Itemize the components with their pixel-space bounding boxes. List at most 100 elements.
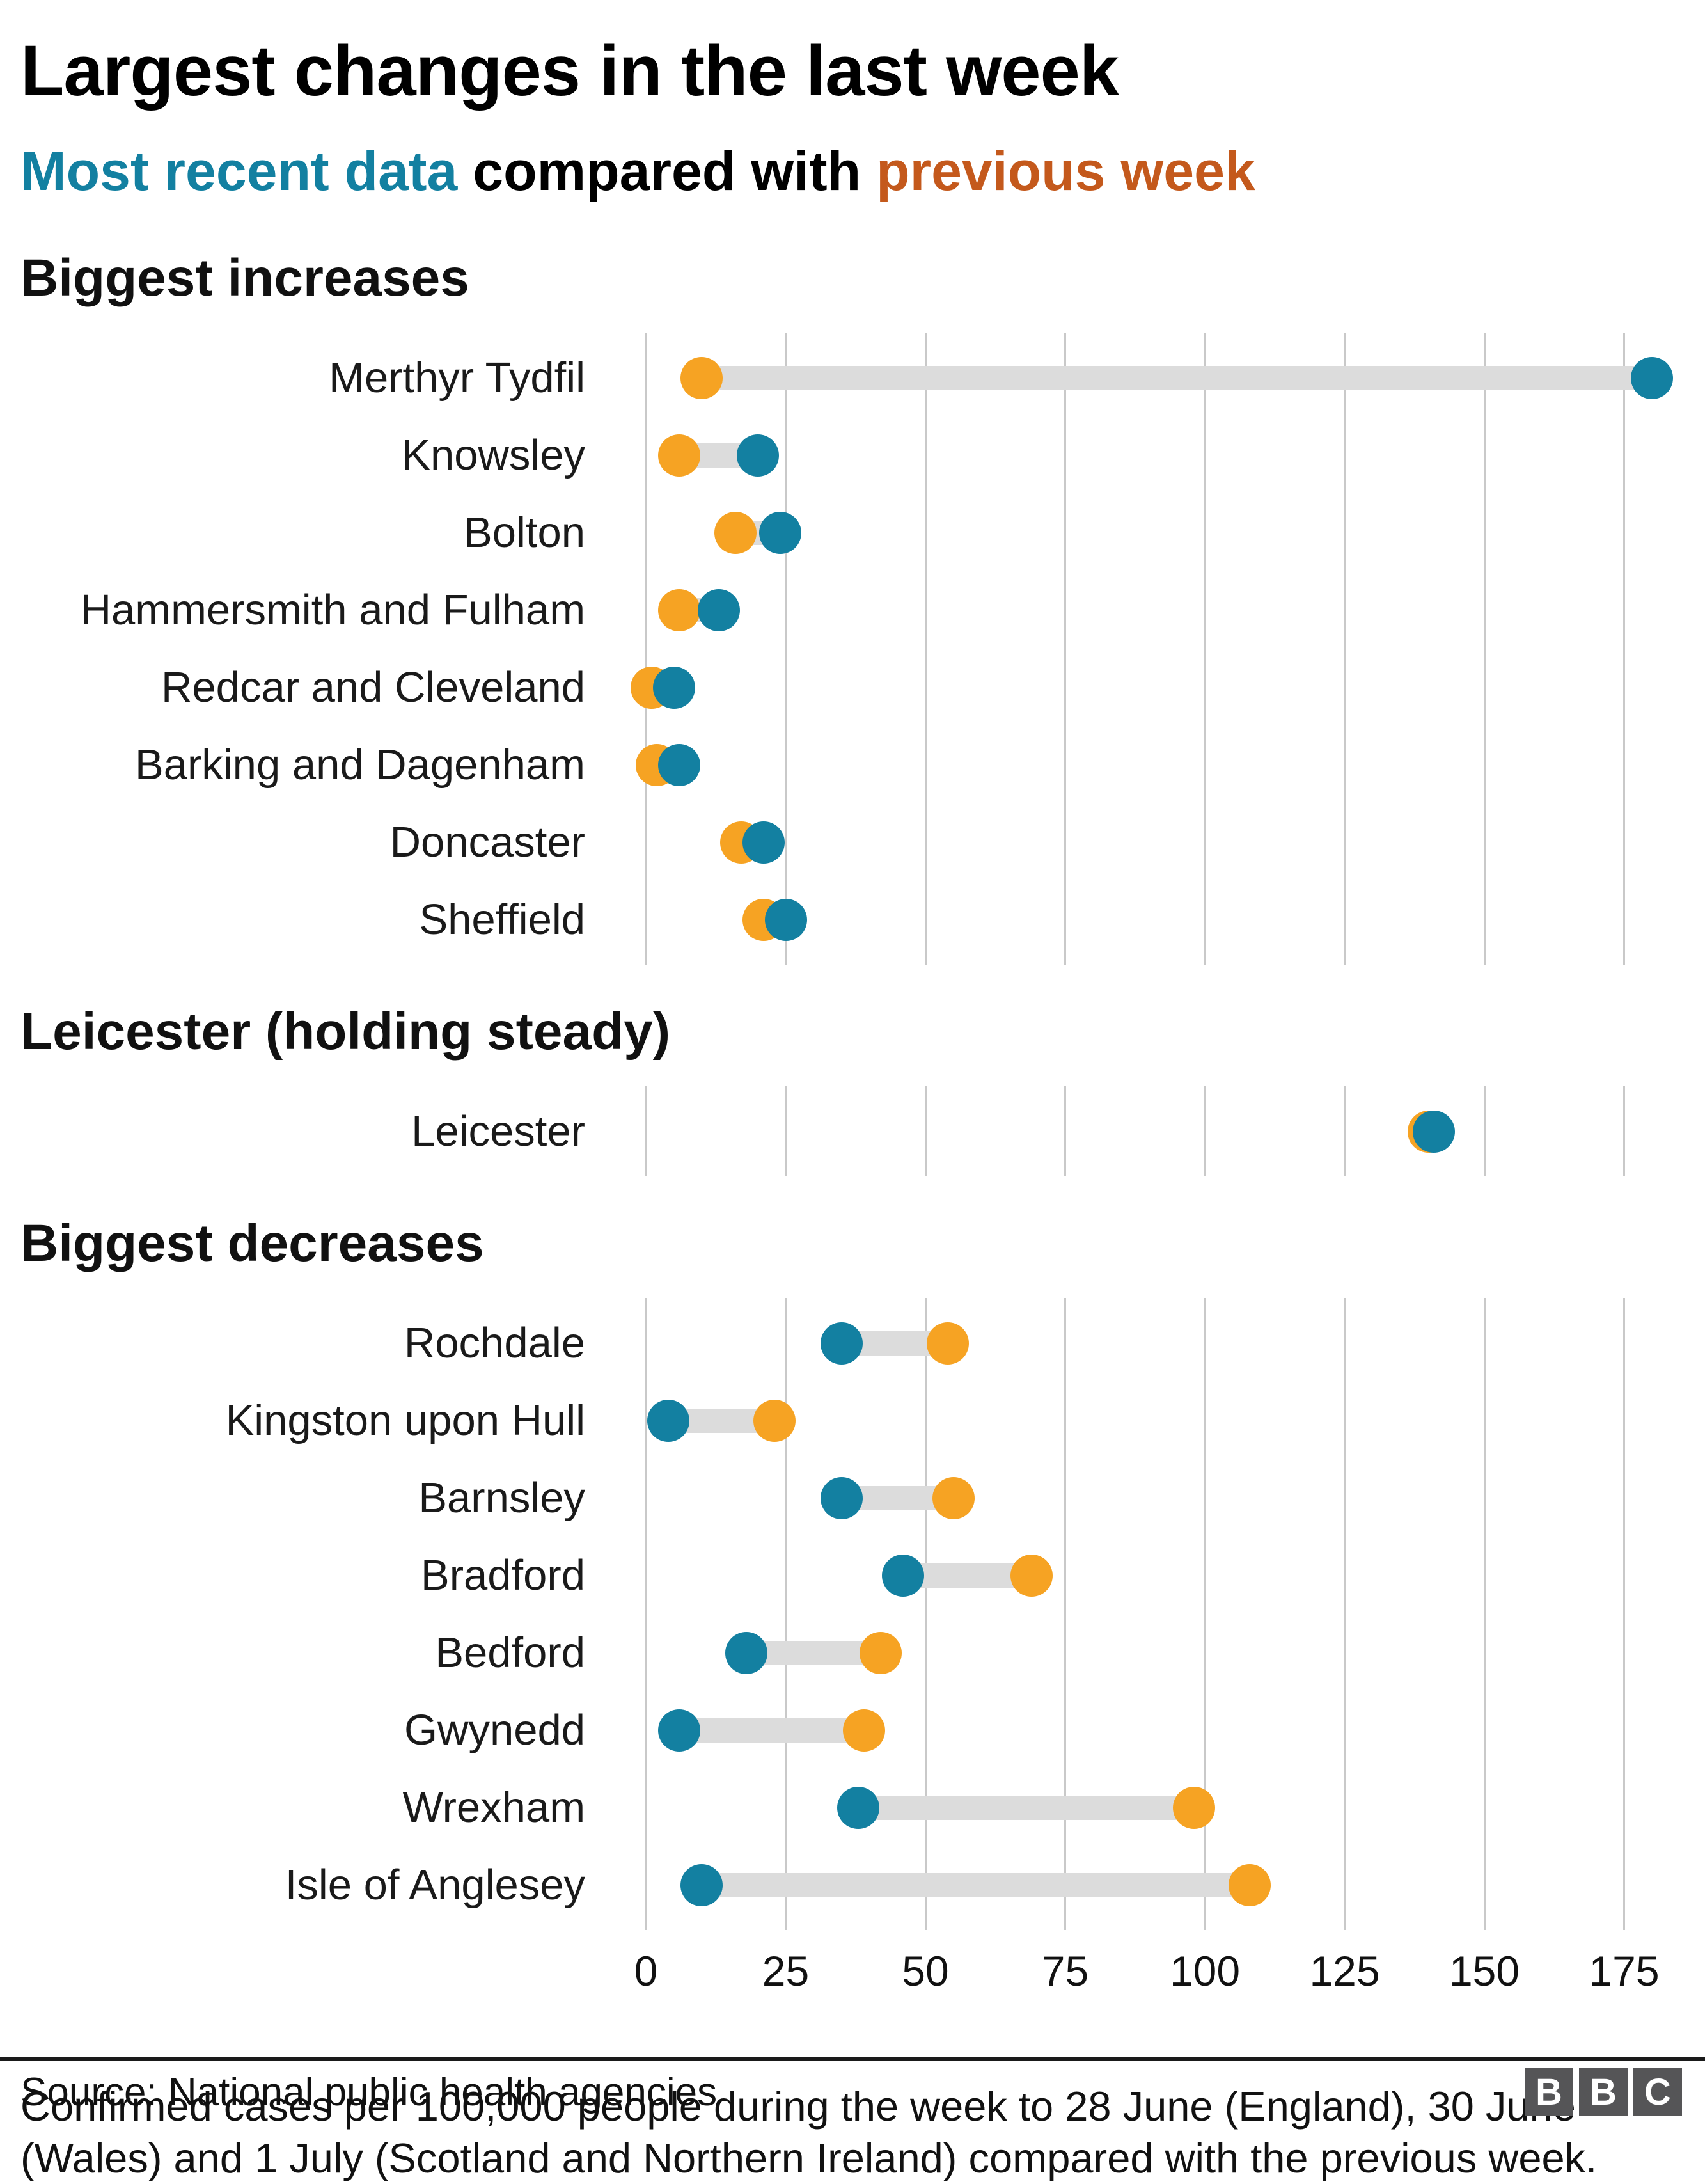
chart-row: Merthyr Tydfil	[0, 339, 1705, 416]
row-label: Barking and Dagenham	[135, 741, 585, 789]
recent-data-dot	[820, 1476, 863, 1519]
row-plot	[646, 1691, 1705, 1769]
row-plot	[646, 1846, 1705, 1924]
rows-increases: Merthyr Tydfil Knowsley Bolton Hammersmith …	[0, 333, 1705, 965]
rows-leicester: Leicester	[0, 1086, 1705, 1176]
gridline	[1623, 333, 1625, 965]
gridline	[645, 333, 647, 965]
chart-row: Doncaster	[0, 803, 1705, 881]
change-connector	[679, 1718, 864, 1743]
row-plot	[646, 339, 1705, 416]
row-plot	[646, 881, 1705, 958]
row-label: Hammersmith and Fulham	[80, 586, 585, 634]
row-label: Merthyr Tydfil	[329, 354, 585, 402]
change-connector	[702, 1872, 1250, 1897]
bbc-logo-letter: B	[1525, 2068, 1573, 2116]
row-label: Knowsley	[402, 431, 585, 479]
change-connector	[746, 1640, 881, 1665]
recent-data-dot	[658, 743, 701, 786]
chart-row: Wrexham	[0, 1769, 1705, 1846]
previous-week-dot	[1172, 1786, 1215, 1829]
subtitle-middle-text: compared with	[457, 141, 877, 202]
gridline	[1483, 1298, 1486, 1930]
source-bar: Source: National public health agencies …	[0, 2057, 1705, 2132]
row-plot	[636, 726, 1705, 803]
row-plot	[646, 1304, 1705, 1382]
gridline	[1064, 1086, 1066, 1176]
recent-data-dot	[1413, 1110, 1456, 1153]
row-label: Wrexham	[402, 1784, 585, 1832]
row-label: Isle of Anglesey	[285, 1861, 585, 1909]
previous-week-dot	[658, 434, 701, 477]
section-heading-leicester: Leicester (holding steady)	[20, 1002, 671, 1061]
row-label: Leicester	[411, 1107, 585, 1155]
previous-week-dot	[680, 356, 723, 399]
chart-row: Redcar and Cleveland	[0, 649, 1705, 726]
previous-week-dot	[926, 1322, 969, 1365]
panel-biggest-decreases: Rochdale Kingston upon Hull Barnsley Bradfo…	[0, 1298, 1705, 1930]
subtitle-previous-week-label: previous week	[876, 141, 1255, 202]
chart-row: Bedford	[0, 1614, 1705, 1691]
row-label: Bradford	[421, 1551, 585, 1599]
recent-data-dot	[725, 1631, 768, 1674]
recent-data-dot	[647, 1399, 689, 1442]
previous-week-dot	[932, 1476, 975, 1519]
gridline	[1204, 1298, 1206, 1930]
gridline	[785, 1298, 787, 1930]
recent-data-dot	[1631, 356, 1674, 399]
x-axis: 0 25 50 75 100 125 150 175	[634, 1947, 1705, 2004]
gridline	[785, 333, 787, 965]
row-plot	[646, 1382, 1705, 1459]
row-label: Gwynedd	[404, 1706, 585, 1754]
change-connector	[903, 1563, 1032, 1588]
recent-data-dot	[697, 589, 740, 631]
gridline	[1623, 1086, 1625, 1176]
recent-data-dot	[658, 1709, 701, 1752]
row-label: Sheffield	[419, 896, 585, 944]
change-connector	[858, 1795, 1194, 1820]
row-label: Doncaster	[389, 818, 585, 866]
page-subtitle: Most recent data compared with previous …	[20, 140, 1682, 203]
row-label: Barnsley	[418, 1474, 585, 1522]
source-text: Source: National public health agencies	[20, 2069, 718, 2114]
row-label: Redcar and Cleveland	[161, 663, 585, 711]
row-plot	[646, 1093, 1705, 1170]
chart-row: Knowsley	[0, 416, 1705, 494]
gridline	[1064, 333, 1066, 965]
row-plot	[646, 494, 1705, 571]
chart-row: Kingston upon Hull	[0, 1382, 1705, 1459]
chart-row: Leicester	[0, 1093, 1705, 1170]
chart-row: Barnsley	[0, 1459, 1705, 1537]
recent-data-dot	[736, 434, 779, 477]
previous-week-dot	[842, 1709, 885, 1752]
row-label: Bedford	[435, 1629, 585, 1677]
row-plot	[646, 1459, 1705, 1537]
recent-data-dot	[882, 1554, 925, 1597]
chart-row: Bradford	[0, 1537, 1705, 1614]
x-axis-tick-label: 100	[1169, 1947, 1241, 1995]
x-axis-tick-label: 25	[762, 1947, 810, 1995]
chart-row: Hammersmith and Fulham	[0, 571, 1705, 649]
gridline	[924, 1086, 927, 1176]
section-heading-decreases: Biggest decreases	[20, 1214, 484, 1272]
row-plot	[646, 1769, 1705, 1846]
previous-week-dot	[860, 1631, 902, 1674]
gridline	[1344, 333, 1346, 965]
gridline	[1623, 1298, 1625, 1930]
row-plot	[630, 649, 1705, 726]
row-label: Kingston upon Hull	[225, 1397, 585, 1444]
previous-week-dot	[1228, 1864, 1271, 1906]
subtitle-recent-data-label: Most recent data	[20, 141, 458, 202]
row-plot	[646, 571, 1705, 649]
gridline	[924, 1298, 927, 1930]
recent-data-dot	[837, 1786, 880, 1829]
chart-row: Gwynedd	[0, 1691, 1705, 1769]
row-plot	[646, 1614, 1705, 1691]
recent-data-dot	[764, 898, 807, 941]
chart-row: Sheffield	[0, 881, 1705, 958]
x-axis-tick-label: 75	[1041, 1947, 1089, 1995]
recent-data-dot	[680, 1864, 723, 1906]
x-axis-tick-label: 175	[1589, 1947, 1660, 1995]
change-connector	[702, 365, 1653, 390]
